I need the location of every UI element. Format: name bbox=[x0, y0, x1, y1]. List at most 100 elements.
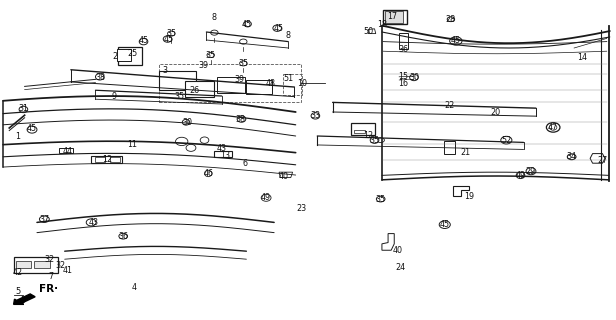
Text: 40: 40 bbox=[278, 172, 288, 180]
Text: 3: 3 bbox=[162, 66, 167, 75]
Text: 39: 39 bbox=[234, 75, 244, 84]
Text: 23: 23 bbox=[297, 204, 307, 212]
Ellipse shape bbox=[439, 221, 450, 228]
Polygon shape bbox=[279, 172, 293, 178]
Text: 1: 1 bbox=[15, 132, 20, 140]
Text: 34: 34 bbox=[567, 152, 577, 161]
FancyArrow shape bbox=[14, 294, 35, 304]
Ellipse shape bbox=[261, 194, 271, 201]
Text: 18: 18 bbox=[377, 20, 387, 29]
Ellipse shape bbox=[211, 30, 218, 35]
Text: 22: 22 bbox=[445, 101, 455, 110]
Ellipse shape bbox=[207, 52, 214, 58]
Ellipse shape bbox=[119, 233, 128, 239]
Bar bbox=[385, 11, 403, 23]
Text: 45: 45 bbox=[440, 220, 450, 229]
Text: 30: 30 bbox=[409, 73, 419, 82]
Text: 49: 49 bbox=[516, 171, 525, 180]
Text: 26: 26 bbox=[189, 86, 199, 95]
Ellipse shape bbox=[273, 25, 282, 31]
Bar bbox=[34, 261, 50, 268]
Text: 52: 52 bbox=[501, 136, 511, 145]
Bar bbox=[351, 123, 375, 135]
Ellipse shape bbox=[139, 38, 148, 45]
Text: 48: 48 bbox=[266, 79, 276, 88]
Bar bbox=[95, 157, 105, 162]
Ellipse shape bbox=[240, 61, 247, 66]
Ellipse shape bbox=[546, 123, 560, 132]
Text: 35: 35 bbox=[238, 59, 248, 68]
Bar bbox=[59, 148, 73, 153]
Ellipse shape bbox=[549, 124, 557, 130]
Text: 15: 15 bbox=[399, 72, 408, 81]
Ellipse shape bbox=[237, 116, 246, 122]
Bar bbox=[217, 77, 245, 93]
Text: 17: 17 bbox=[387, 12, 397, 21]
Text: 24: 24 bbox=[395, 263, 405, 272]
Text: 40: 40 bbox=[392, 246, 402, 255]
Text: 31: 31 bbox=[18, 104, 28, 113]
Ellipse shape bbox=[163, 36, 172, 42]
Text: 51: 51 bbox=[283, 74, 293, 83]
Ellipse shape bbox=[244, 21, 251, 27]
Ellipse shape bbox=[526, 168, 536, 175]
Text: 5: 5 bbox=[16, 287, 21, 296]
Ellipse shape bbox=[39, 216, 49, 222]
Ellipse shape bbox=[516, 172, 525, 179]
Bar bbox=[16, 261, 31, 268]
Ellipse shape bbox=[501, 136, 512, 144]
Text: 45: 45 bbox=[139, 36, 148, 45]
Bar bbox=[91, 156, 122, 163]
Ellipse shape bbox=[377, 138, 384, 143]
Text: 19: 19 bbox=[464, 192, 474, 201]
Ellipse shape bbox=[376, 196, 385, 202]
Ellipse shape bbox=[176, 137, 188, 146]
Text: 7: 7 bbox=[49, 272, 54, 281]
Polygon shape bbox=[590, 154, 605, 163]
Bar bbox=[117, 49, 131, 61]
Ellipse shape bbox=[168, 31, 175, 36]
Ellipse shape bbox=[27, 126, 37, 133]
Text: 38: 38 bbox=[235, 115, 245, 124]
Bar bbox=[185, 81, 214, 97]
Text: 14: 14 bbox=[577, 53, 587, 62]
Ellipse shape bbox=[240, 39, 247, 44]
Text: 32: 32 bbox=[55, 261, 65, 270]
Text: 28: 28 bbox=[446, 15, 456, 24]
Text: 35: 35 bbox=[376, 195, 386, 204]
Polygon shape bbox=[382, 234, 394, 250]
Polygon shape bbox=[368, 29, 376, 34]
Ellipse shape bbox=[311, 113, 320, 119]
Ellipse shape bbox=[447, 17, 455, 22]
Text: 10: 10 bbox=[297, 79, 307, 88]
Bar bbox=[159, 71, 196, 90]
Bar bbox=[110, 157, 120, 162]
Polygon shape bbox=[453, 186, 469, 196]
Text: 6: 6 bbox=[243, 159, 248, 168]
Text: 45: 45 bbox=[451, 36, 461, 45]
Ellipse shape bbox=[567, 154, 576, 160]
Bar bbox=[283, 74, 302, 95]
Text: 33: 33 bbox=[310, 111, 320, 120]
Ellipse shape bbox=[19, 106, 28, 113]
Text: 16: 16 bbox=[399, 79, 408, 88]
Text: 2: 2 bbox=[113, 52, 118, 61]
Ellipse shape bbox=[182, 119, 190, 125]
Text: 39: 39 bbox=[198, 61, 208, 70]
Ellipse shape bbox=[186, 144, 196, 151]
Text: 11: 11 bbox=[128, 140, 137, 148]
Bar bbox=[159, 64, 301, 102]
Bar bbox=[14, 257, 58, 273]
Text: 45: 45 bbox=[27, 124, 37, 133]
Text: 30: 30 bbox=[183, 118, 193, 127]
Text: 5: 5 bbox=[21, 296, 26, 305]
Text: 36: 36 bbox=[399, 45, 408, 54]
Text: 36: 36 bbox=[118, 232, 128, 241]
Text: 41: 41 bbox=[63, 266, 73, 275]
Text: 29: 29 bbox=[526, 167, 536, 176]
Text: 32: 32 bbox=[44, 255, 54, 264]
Bar bbox=[354, 130, 365, 133]
Text: 12: 12 bbox=[363, 131, 373, 140]
Text: 13: 13 bbox=[220, 151, 230, 160]
Text: 45: 45 bbox=[242, 20, 252, 28]
